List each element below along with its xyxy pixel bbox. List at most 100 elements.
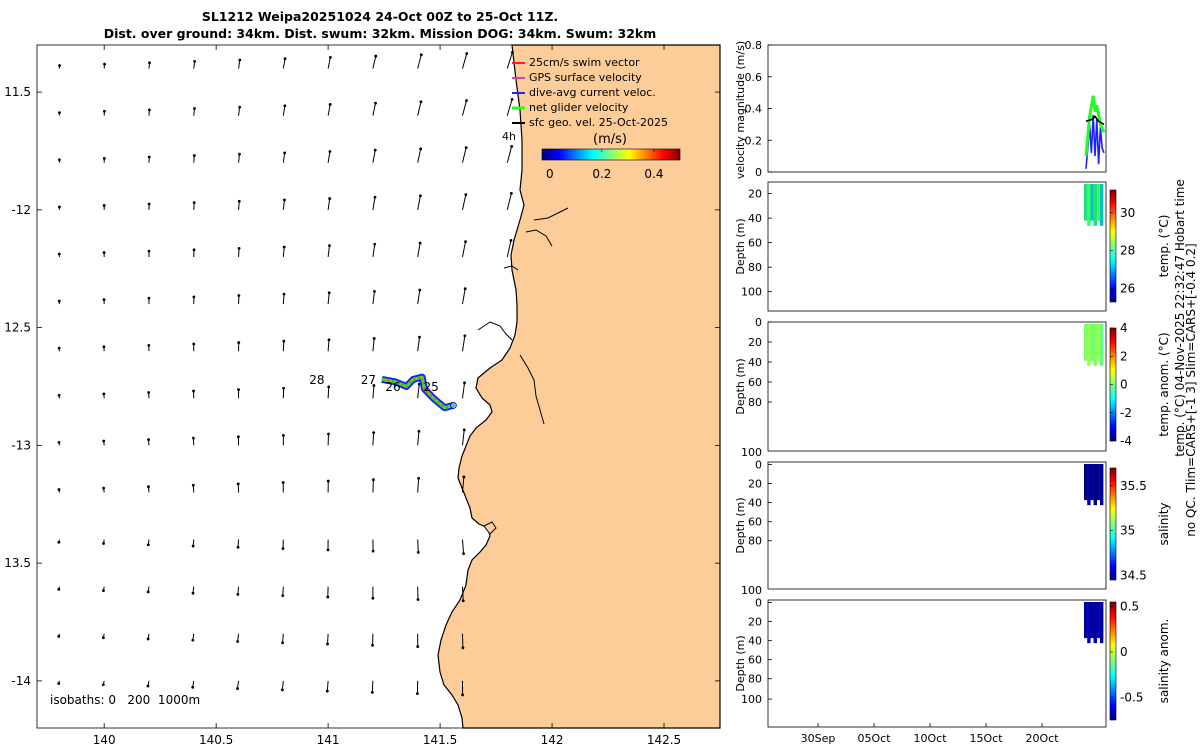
profile-colorbar-label: 4 <box>1120 321 1128 335</box>
geo-velocity-arrow <box>328 387 329 398</box>
profile-ylabel: Depth (m) <box>734 358 747 414</box>
map-ytick-label: -13 <box>11 438 31 452</box>
geo-velocity-arrowhead <box>462 646 465 649</box>
geo-velocity-arrowhead <box>237 388 240 391</box>
map-ytick-label: 12.5 <box>4 321 31 335</box>
geo-velocity-arrowhead <box>417 598 420 601</box>
geo-velocity-arrowhead <box>148 61 151 64</box>
profile-colorbar-title: salinity <box>1157 502 1171 545</box>
geo-velocity-arrowhead <box>374 102 377 105</box>
profile-colorbar-label: -0.5 <box>1120 690 1143 704</box>
geo-velocity-arrowhead <box>103 345 106 348</box>
profile-ytick-label: 0 <box>755 316 762 329</box>
profile-data-cell <box>1084 324 1087 361</box>
geo-velocity-arrowhead <box>373 337 376 340</box>
geo-velocity-arrowhead <box>461 694 464 697</box>
geo-velocity-arrowhead <box>103 298 106 301</box>
geo-velocity-arrowhead <box>236 640 239 643</box>
time-tick-label: 30Sep <box>801 732 836 745</box>
profile-colorbar-title: salinity anom. <box>1157 619 1171 704</box>
profile-data-cell <box>1100 184 1103 226</box>
profile-colorbar-label: -2 <box>1120 406 1132 420</box>
geo-velocity-arrowhead <box>191 686 194 689</box>
geo-velocity-arrowhead <box>462 552 465 555</box>
geo-velocity-arrowhead <box>284 57 287 60</box>
geo-velocity-arrowhead <box>282 547 285 550</box>
geo-velocity-arrow <box>372 681 373 693</box>
geo-velocity-arrowhead <box>147 638 150 641</box>
profile-colorbar-label: 35.5 <box>1120 479 1147 493</box>
geo-velocity-arrowhead <box>192 545 195 548</box>
geo-velocity-arrowhead <box>58 205 61 208</box>
geo-velocity-arrowhead <box>148 156 151 159</box>
profile-ylabel: Depth (m) <box>734 635 747 691</box>
geo-velocity-arrowhead <box>419 195 422 198</box>
profile-ytick-label: 80 <box>748 673 762 686</box>
profile-data-cell <box>1094 464 1097 505</box>
velocity-frame <box>768 45 1106 172</box>
profile-data-cell <box>1090 324 1093 361</box>
profile-frame <box>768 462 1106 589</box>
geo-velocity-arrowhead <box>510 239 513 242</box>
side-label-line-2-visible: no QC. Tlim=CARS+[-1 3] Slim=CARS+[-0.4 … <box>1184 243 1198 536</box>
map-ytick-label: -14 <box>11 674 31 688</box>
geo-velocity-arrowhead <box>237 341 240 344</box>
geo-velocity-arrowhead <box>103 157 106 160</box>
geo-velocity-arrowhead <box>58 253 61 256</box>
geo-velocity-arrowhead <box>329 103 332 106</box>
profile-ylabel: Depth (m) <box>734 218 747 274</box>
geo-velocity-arrow <box>283 294 284 304</box>
geo-velocity-arrowhead <box>192 390 195 393</box>
profile-ytick-label: 100 <box>741 584 762 597</box>
geo-velocity-arrowhead <box>147 685 150 688</box>
geo-velocity-arrowhead <box>329 150 332 153</box>
profile-colorbar-title: temp. (°C) <box>1157 215 1171 278</box>
geo-velocity-arrowhead <box>329 56 332 59</box>
map-ytick-label: 11.5 <box>4 85 31 99</box>
map-xtick-label: 140 <box>93 733 116 747</box>
geo-velocity-arrowhead <box>511 51 514 54</box>
geo-velocity-arrowhead <box>148 203 151 206</box>
geo-velocity-arrowhead <box>373 243 376 246</box>
map-ytick-label: -12 <box>11 203 31 217</box>
geo-velocity-arrowhead <box>102 636 105 639</box>
profile-ytick-label: 80 <box>748 261 762 274</box>
profile-data-cell <box>1090 602 1093 638</box>
profile-colorbar-label: 2 <box>1120 349 1128 363</box>
geo-velocity-arrowhead <box>418 430 421 433</box>
geo-velocity-arrowhead <box>193 154 196 157</box>
profile-ytick-label: 40 <box>748 635 762 648</box>
geo-velocity-arrow <box>418 540 419 553</box>
geo-velocity-arrowhead <box>464 287 467 290</box>
geo-velocity-arrowhead <box>326 596 329 599</box>
geo-velocity-arrowhead <box>147 590 150 593</box>
legend-gps-label: GPS surface velocity <box>529 71 642 84</box>
profile-colorbar-label: 35 <box>1120 524 1135 538</box>
geo-velocity-arrowhead <box>57 635 60 638</box>
geo-velocity-arrowhead <box>372 550 375 553</box>
geo-velocity-arrowhead <box>465 52 468 55</box>
map-colorbar-tick-label: 0 <box>546 167 554 181</box>
profile-data-cell <box>1087 184 1090 226</box>
profile-ytick-label: 20 <box>748 188 762 201</box>
geo-velocity-arrowhead <box>148 108 151 111</box>
geo-velocity-arrowhead <box>147 344 150 347</box>
map-xtick-label: 141 <box>317 733 340 747</box>
geo-velocity-arrowhead <box>465 146 468 149</box>
scale-label-4h: 4h <box>502 130 516 143</box>
geo-velocity-arrowhead <box>102 589 105 592</box>
profile-ytick-label: 80 <box>748 535 762 548</box>
geo-velocity-arrowhead <box>192 592 195 595</box>
geo-velocity-arrowhead <box>57 588 60 591</box>
profile-colorbar-label: 30 <box>1120 206 1135 220</box>
geo-velocity-arrowhead <box>418 336 421 339</box>
geo-velocity-arrowhead <box>510 145 513 148</box>
geo-velocity-arrowhead <box>238 247 241 250</box>
profile-ylabel: Depth (m) <box>734 497 747 553</box>
geo-velocity-arrowhead <box>237 482 240 485</box>
profile-frame <box>768 182 1106 311</box>
geo-velocity-arrowhead <box>58 441 61 444</box>
